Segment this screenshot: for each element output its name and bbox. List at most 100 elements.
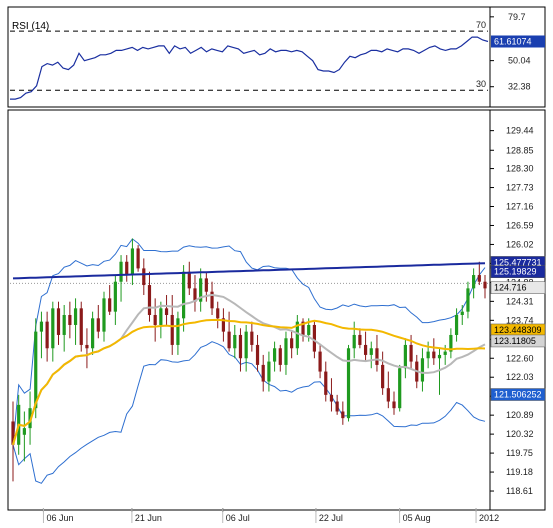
price-y-tick-label: 126.59: [506, 220, 534, 230]
candle: [125, 255, 129, 282]
candle: [352, 321, 356, 359]
candle-body: [164, 308, 169, 315]
candle-body: [113, 281, 117, 312]
candle-body: [91, 318, 95, 349]
candle-body: [420, 358, 425, 382]
candle: [460, 305, 464, 325]
candle: [403, 338, 407, 379]
price-y-tick-label: 122.60: [506, 353, 534, 363]
candle-body: [136, 248, 140, 269]
candle: [386, 371, 390, 409]
candle-body: [329, 394, 334, 402]
candle: [324, 361, 328, 402]
candle-body: [79, 308, 83, 345]
candle: [244, 324, 248, 372]
candle-body: [352, 334, 356, 349]
candle: [28, 391, 32, 445]
rsi-series: [10, 36, 489, 100]
candle: [159, 301, 163, 339]
candle: [56, 301, 61, 345]
price-panel: 129.44 128.85 128.30 127.73 127.16 126.59 126.…: [7, 109, 546, 523]
candle: [369, 341, 373, 369]
candle-body: [375, 348, 379, 365]
x-tick-label: 22 Jul: [319, 513, 343, 523]
candle-body: [147, 285, 152, 315]
price-y-tick-label: 129.44: [506, 126, 534, 136]
candle: [341, 401, 345, 425]
rsi-level-label-70: 70: [476, 20, 486, 30]
rsi-value-tag: 61.61074: [491, 35, 545, 48]
candle-body: [250, 331, 254, 345]
candle: [51, 301, 55, 362]
candle: [278, 344, 282, 372]
candle-body: [45, 321, 49, 349]
candle-body: [358, 334, 362, 345]
candle-body: [363, 344, 368, 355]
long-ma-line: [12, 262, 486, 280]
candle: [358, 328, 362, 349]
candle-body: [477, 275, 481, 282]
candle-body: [204, 278, 208, 292]
candle-body: [176, 318, 180, 345]
rsi-y-tick-label: 32.38: [508, 82, 531, 92]
candle: [221, 308, 226, 342]
candle: [22, 411, 26, 462]
candle: [164, 295, 169, 325]
candle: [472, 268, 476, 299]
candle: [437, 348, 442, 395]
candle: [187, 261, 191, 296]
candle-body: [381, 364, 385, 389]
candle-body: [392, 401, 396, 409]
x-tick-label: 05 Aug: [403, 513, 431, 523]
price-y-tick-label: 118.61: [506, 486, 533, 496]
candle: [216, 301, 220, 329]
candle-body: [324, 371, 328, 395]
candle: [432, 338, 436, 365]
candle-body: [335, 401, 339, 412]
candle-body: [22, 428, 26, 435]
candle: [79, 301, 83, 352]
rsi-y-tick-label: 50.04: [508, 56, 531, 66]
candle: [193, 275, 197, 312]
x-tick-label: 06 Jun: [46, 513, 73, 523]
candle: [182, 265, 186, 332]
rsi-plot-area: [7, 6, 491, 108]
candle-body: [51, 308, 55, 349]
candle-body: [102, 298, 106, 332]
rsi-y-tick-label: 79.7: [508, 12, 526, 22]
candle: [170, 295, 174, 355]
x-tick-label: 21 Jun: [135, 513, 162, 523]
candle-body: [39, 321, 44, 332]
price-y-tick-label: 128.85: [506, 145, 534, 155]
price-y-tick-label: 128.30: [506, 164, 534, 174]
candle: [45, 311, 49, 362]
candle-body: [301, 321, 305, 335]
candle-body: [307, 324, 311, 335]
candle: [136, 245, 140, 272]
candle-body: [108, 298, 112, 312]
price-tag-label: 125.19829: [494, 267, 537, 277]
rsi-title: RSI (14): [12, 21, 49, 32]
upper-band: [12, 238, 486, 445]
candle-body: [460, 311, 464, 315]
candle: [449, 328, 453, 359]
candle-body: [119, 261, 123, 282]
candle: [62, 305, 66, 352]
candle-body: [238, 334, 243, 359]
bollinger-bands: [12, 238, 486, 484]
price-tag-label: 124.716: [494, 283, 527, 293]
rsi-line: [10, 36, 489, 100]
candle-body: [261, 364, 265, 382]
price-y-tick-label: 119.75: [506, 448, 533, 458]
candle-body: [11, 421, 15, 445]
candle-body: [73, 308, 78, 325]
candle: [363, 331, 368, 362]
price-y-tick-label: 124.31: [506, 296, 534, 306]
candle-body: [28, 408, 32, 429]
rsi-axis-area: [489, 6, 546, 108]
candle-body: [142, 268, 146, 286]
candle-body: [255, 344, 260, 365]
candle: [119, 255, 123, 302]
candle-body: [34, 331, 38, 409]
